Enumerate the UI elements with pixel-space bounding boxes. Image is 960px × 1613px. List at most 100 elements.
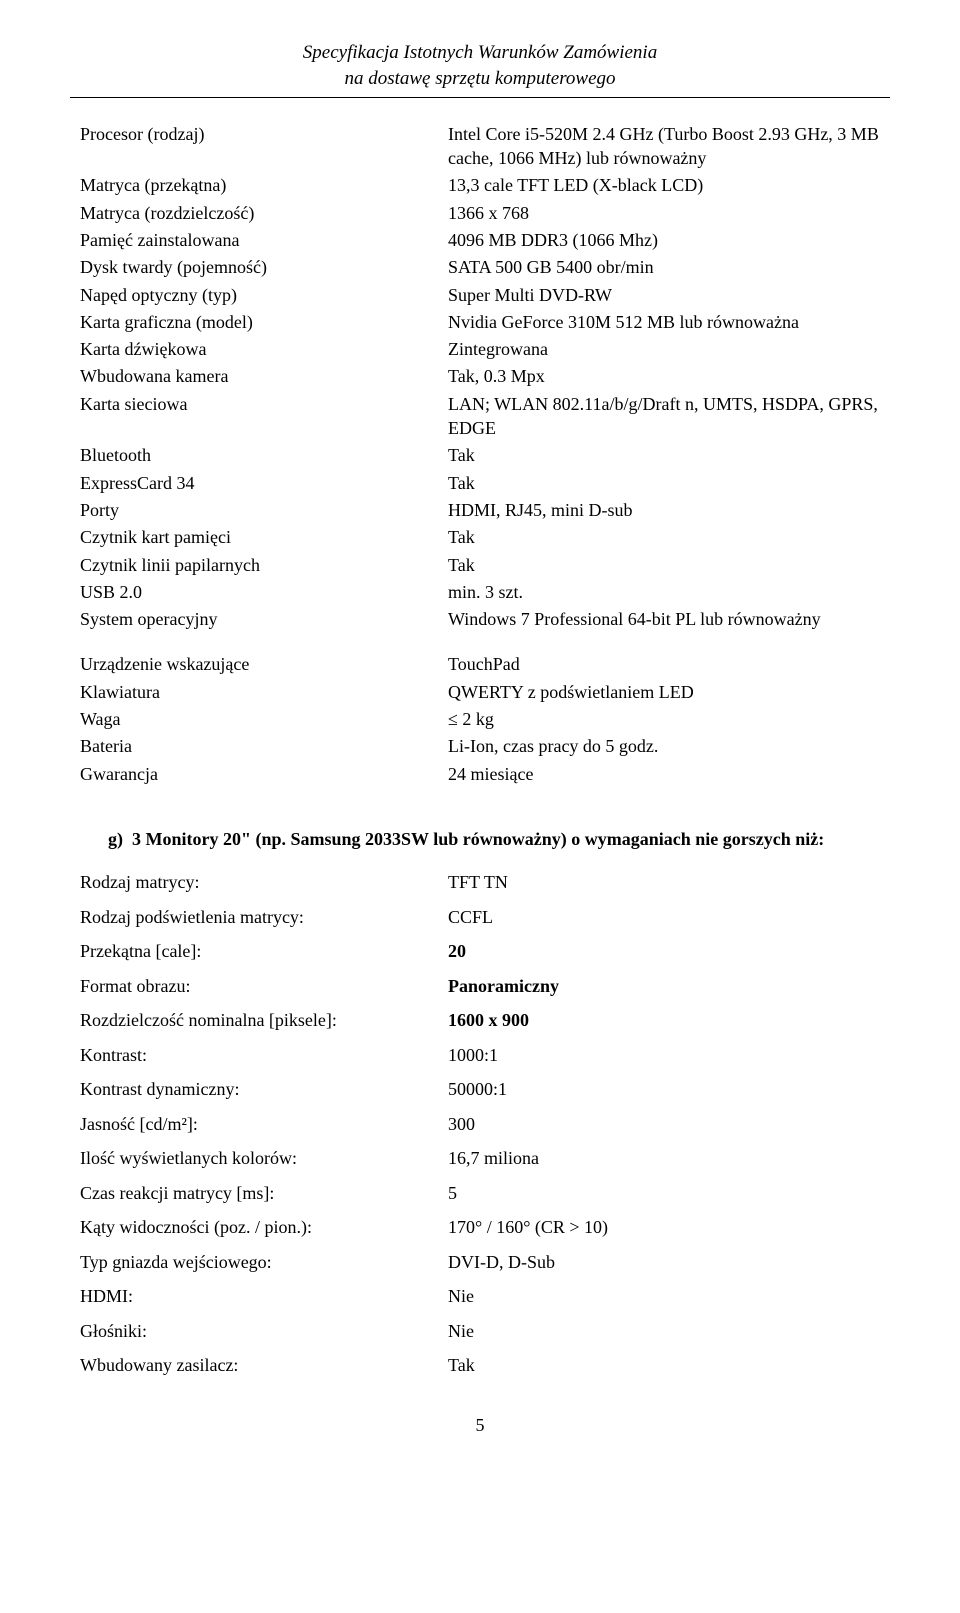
spec-label: USB 2.0 [80, 578, 448, 605]
spec-value: ≤ 2 kg [448, 706, 880, 733]
spec-label: Pamięć zainstalowana [80, 226, 448, 253]
spec-label: Bateria [80, 733, 448, 760]
spec-row: Dysk twardy (pojemność)SATA 500 GB 5400 … [80, 254, 880, 281]
header-line1: Specyfikacja Istotnych Warunków Zamówien… [80, 40, 880, 66]
spec-row: KlawiaturaQWERTY z podświetlaniem LED [80, 678, 880, 705]
spec-label: Gwarancja [80, 760, 448, 787]
spec-value: 16,7 miliona [448, 1142, 880, 1177]
spec-value: HDMI, RJ45, mini D-sub [448, 496, 880, 523]
spec-row: Kąty widoczności (poz. / pion.):170° / 1… [80, 1211, 880, 1246]
gap [80, 633, 880, 651]
spec-row: Karta graficzna (model)Nvidia GeForce 31… [80, 308, 880, 335]
spec-value: TFT TN [448, 866, 880, 901]
spec-row: Karta sieciowaLAN; WLAN 802.11a/b/g/Draf… [80, 390, 880, 442]
spec-label: Napęd optyczny (typ) [80, 281, 448, 308]
spec-value: 1366 x 768 [448, 199, 880, 226]
spec-label: Waga [80, 706, 448, 733]
spec-value: Tak [448, 524, 880, 551]
spec-label: Karta graficzna (model) [80, 308, 448, 335]
spec-value: QWERTY z podświetlaniem LED [448, 678, 880, 705]
spec-row: Wbudowana kameraTak, 0.3 Mpx [80, 363, 880, 390]
spec-row: Napęd optyczny (typ)Super Multi DVD-RW [80, 281, 880, 308]
spec-value: DVI-D, D-Sub [448, 1245, 880, 1280]
spec-row: Procesor (rodzaj)Intel Core i5-520M 2.4 … [80, 120, 880, 172]
spec-value: 13,3 cale TFT LED (X-black LCD) [448, 172, 880, 199]
spec-row: Wbudowany zasilacz:Tak [80, 1349, 880, 1384]
spec-value: Li-Ion, czas pracy do 5 godz. [448, 733, 880, 760]
spec-value: min. 3 szt. [448, 578, 880, 605]
spec-row: Karta dźwiękowaZintegrowana [80, 336, 880, 363]
spec-row: Matryca (przekątna)13,3 cale TFT LED (X-… [80, 172, 880, 199]
spec-label: Procesor (rodzaj) [80, 120, 448, 172]
spec-label: Rozdzielczość nominalna [piksele]: [80, 1004, 448, 1039]
spec-label: Rodzaj podświetlenia matrycy: [80, 900, 448, 935]
spec-value: Tak [448, 1349, 880, 1384]
spec-label: Kontrast dynamiczny: [80, 1073, 448, 1108]
spec-label: Matryca (przekątna) [80, 172, 448, 199]
spec-value: 170° / 160° (CR > 10) [448, 1211, 880, 1246]
page-number: 5 [80, 1413, 880, 1437]
spec-value: 5 [448, 1176, 880, 1211]
spec-row: BluetoothTak [80, 442, 880, 469]
spec-label: Karta sieciowa [80, 390, 448, 442]
spec-table-1: Procesor (rodzaj)Intel Core i5-520M 2.4 … [80, 120, 880, 633]
spec-row: USB 2.0min. 3 szt. [80, 578, 880, 605]
spec-row: Kontrast dynamiczny:50000:1 [80, 1073, 880, 1108]
spec-row: HDMI:Nie [80, 1280, 880, 1315]
spec-label: Format obrazu: [80, 969, 448, 1004]
spec-label: Kontrast: [80, 1038, 448, 1073]
spec-label: ExpressCard 34 [80, 469, 448, 496]
spec-row: Czas reakcji matrycy [ms]:5 [80, 1176, 880, 1211]
spec-row: Przekątna [cale]:20 [80, 935, 880, 970]
spec-label: Czytnik linii papilarnych [80, 551, 448, 578]
spec-row: Ilość wyświetlanych kolorów:16,7 miliona [80, 1142, 880, 1177]
spec-row: Głośniki:Nie [80, 1314, 880, 1349]
spec-label: Bluetooth [80, 442, 448, 469]
spec-value: Windows 7 Professional 64-bit PL lub rów… [448, 606, 880, 633]
spec-label: System operacyjny [80, 606, 448, 633]
spec-label: Jasność [cd/m²]: [80, 1107, 448, 1142]
spec-label: Porty [80, 496, 448, 523]
spec-label: Rodzaj matrycy: [80, 866, 448, 901]
spec-row: Kontrast:1000:1 [80, 1038, 880, 1073]
spec-value: CCFL [448, 900, 880, 935]
spec-row: System operacyjnyWindows 7 Professional … [80, 606, 880, 633]
spec-value: Tak, 0.3 Mpx [448, 363, 880, 390]
spec-label: Karta dźwiękowa [80, 336, 448, 363]
header-line2: na dostawę sprzętu komputerowego [80, 66, 880, 92]
spec-value: Tak [448, 442, 880, 469]
spec-row: Jasność [cd/m²]:300 [80, 1107, 880, 1142]
document-header: Specyfikacja Istotnych Warunków Zamówien… [80, 40, 880, 91]
spec-row: BateriaLi-Ion, czas pracy do 5 godz. [80, 733, 880, 760]
spec-value: 20 [448, 935, 880, 970]
spec-row: Urządzenie wskazująceTouchPad [80, 651, 880, 678]
spec-value: Nie [448, 1280, 880, 1315]
spec-label: Czytnik kart pamięci [80, 524, 448, 551]
spec-value: 1600 x 900 [448, 1004, 880, 1039]
spec-row: Typ gniazda wejściowego:DVI-D, D-Sub [80, 1245, 880, 1280]
spec-row: Pamięć zainstalowana4096 MB DDR3 (1066 M… [80, 226, 880, 253]
section-text: 3 Monitory 20" (np. Samsung 2033SW lub r… [132, 829, 824, 849]
spec-label: HDMI: [80, 1280, 448, 1315]
spec-value: 300 [448, 1107, 880, 1142]
spec-label: Urządzenie wskazujące [80, 651, 448, 678]
spec-value: Super Multi DVD-RW [448, 281, 880, 308]
spec-row: Czytnik linii papilarnychTak [80, 551, 880, 578]
spec-label: Klawiatura [80, 678, 448, 705]
gap [80, 787, 880, 827]
spec-table-3: Rodzaj matrycy:TFT TNRodzaj podświetleni… [80, 866, 880, 1384]
section-letter: g) [108, 829, 123, 849]
spec-value: 50000:1 [448, 1073, 880, 1108]
section-g-heading: g) 3 Monitory 20" (np. Samsung 2033SW lu… [108, 827, 880, 851]
spec-row: Rodzaj matrycy:TFT TN [80, 866, 880, 901]
spec-label: Dysk twardy (pojemność) [80, 254, 448, 281]
spec-value: Tak [448, 551, 880, 578]
spec-label: Matryca (rozdzielczość) [80, 199, 448, 226]
spec-row: PortyHDMI, RJ45, mini D-sub [80, 496, 880, 523]
spec-label: Przekątna [cale]: [80, 935, 448, 970]
spec-label: Wbudowana kamera [80, 363, 448, 390]
spec-row: Rodzaj podświetlenia matrycy:CCFL [80, 900, 880, 935]
spec-value: Nie [448, 1314, 880, 1349]
spec-table-2: Urządzenie wskazująceTouchPadKlawiaturaQ… [80, 651, 880, 787]
spec-label: Ilość wyświetlanych kolorów: [80, 1142, 448, 1177]
